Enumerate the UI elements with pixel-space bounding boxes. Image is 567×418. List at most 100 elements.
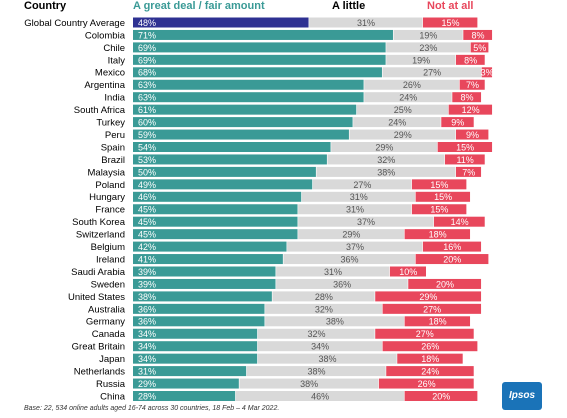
bar-australia-series-1: [133, 303, 265, 314]
data-label-chile-series-2: 23%: [419, 43, 437, 53]
data-label-united-states-series-3: 29%: [419, 292, 437, 302]
bar-saudi-arabia-series-3: [389, 266, 426, 277]
category-label-france: France: [95, 205, 125, 216]
category-label-chile: Chile: [103, 43, 125, 54]
category-label-argentina: Argentina: [84, 80, 125, 91]
category-label-germany: Germany: [86, 317, 125, 328]
data-label-great-britain-series-3: 26%: [421, 342, 439, 352]
bar-colombia-series-3: [463, 29, 493, 40]
bar-japan-series-3: [397, 353, 463, 364]
data-label-south-korea-series-3: 14%: [451, 217, 469, 227]
bar-australia-series-2: [265, 303, 382, 314]
bar-ireland-series-1: [133, 254, 283, 265]
data-label-united-states-series-1: 38%: [138, 292, 156, 302]
category-label-colombia: Colombia: [85, 30, 126, 41]
bar-sweden-series-1: [133, 278, 276, 289]
category-label-saudi-arabia: Saudi Arabia: [71, 267, 126, 278]
bar-belgium-series-3: [422, 241, 482, 252]
bar-peru-series-1: [133, 129, 349, 140]
data-label-hungary-series-2: 31%: [350, 192, 368, 202]
bar-switzerland-series-3: [404, 229, 471, 240]
bar-germany-series-3: [404, 316, 471, 327]
bar-belgium-series-1: [133, 241, 287, 252]
data-label-south-africa-series-3: 12%: [462, 105, 480, 115]
data-label-australia-series-3: 27%: [423, 304, 441, 314]
data-label-argentina-series-2: 26%: [403, 80, 421, 90]
category-label-china: China: [100, 391, 126, 402]
category-label-united-states: United States: [68, 292, 125, 303]
data-label-france-series-2: 31%: [346, 205, 364, 215]
data-label-switzerland-series-3: 18%: [429, 230, 447, 240]
data-label-italy-series-1: 69%: [138, 55, 156, 65]
bar-canada-series-2: [257, 328, 375, 339]
bar-mexico-series-3: [481, 67, 493, 78]
data-label-colombia-series-3: 8%: [471, 30, 484, 40]
header-not-at-all: Not at all: [427, 0, 474, 12]
bar-russia-series-3: [378, 378, 474, 389]
data-label-germany-series-3: 18%: [429, 317, 447, 327]
bar-china-series-2: [235, 391, 404, 401]
bar-south-korea-series-1: [133, 216, 298, 227]
bar-peru-series-2: [349, 129, 456, 140]
bar-france-series-2: [298, 204, 412, 215]
category-label-south-korea: South Korea: [72, 217, 126, 228]
data-label-colombia-series-2: 19%: [419, 30, 437, 40]
bar-japan-series-1: [133, 353, 258, 364]
data-label-colombia-series-1: 71%: [138, 30, 156, 40]
data-label-switzerland-series-1: 45%: [138, 230, 156, 240]
data-label-japan-series-1: 34%: [138, 354, 156, 364]
bar-malaysia-series-2: [316, 166, 456, 177]
bar-chile-series-1: [133, 42, 386, 53]
data-label-japan-series-2: 38%: [319, 354, 337, 364]
category-label-italy: Italy: [108, 55, 126, 66]
bar-poland-series-3: [411, 179, 467, 190]
bar-india-series-2: [364, 92, 452, 103]
bar-south-korea-series-2: [298, 216, 434, 227]
bar-south-korea-series-3: [433, 216, 485, 227]
data-label-spain-series-3: 15%: [456, 142, 474, 152]
data-label-chile-series-1: 69%: [138, 43, 156, 53]
bar-germany-series-2: [265, 316, 404, 327]
data-label-malaysia-series-2: 38%: [377, 167, 395, 177]
category-label-mexico: Mexico: [95, 68, 125, 79]
bar-belgium-series-2: [287, 241, 423, 252]
data-label-china-series-3: 20%: [432, 391, 450, 401]
data-label-south-africa-series-2: 25%: [394, 105, 412, 115]
data-label-russia-series-3: 26%: [418, 379, 436, 389]
data-label-india-series-1: 63%: [138, 93, 156, 103]
bar-mexico-series-1: [133, 67, 382, 78]
data-label-germany-series-1: 36%: [138, 317, 156, 327]
data-label-sweden-series-1: 39%: [138, 279, 156, 289]
data-label-spain-series-2: 29%: [375, 142, 393, 152]
data-label-south-korea-series-2: 37%: [357, 217, 375, 227]
data-label-sweden-series-2: 36%: [333, 279, 351, 289]
bar-germany-series-1: [133, 316, 265, 327]
data-label-belgium-series-2: 37%: [346, 242, 364, 252]
data-label-spain-series-1: 54%: [138, 142, 156, 152]
bar-brazil-series-2: [327, 154, 445, 165]
bar-france-series-1: [133, 204, 298, 215]
data-label-mexico-series-1: 68%: [138, 68, 156, 78]
data-label-china-series-1: 28%: [138, 391, 156, 401]
bar-sweden-series-2: [276, 278, 408, 289]
bar-turkey-series-1: [133, 117, 353, 128]
category-label-south-africa: South Africa: [74, 105, 126, 116]
header-country: Country: [24, 0, 67, 12]
bar-brazil-series-3: [444, 154, 485, 165]
category-label-switzerland: Switzerland: [76, 230, 125, 241]
bar-italy-series-1: [133, 54, 386, 65]
category-label-spain: Spain: [101, 142, 125, 153]
data-label-brazil-series-3: 11%: [456, 155, 473, 165]
bar-canada-series-3: [375, 328, 474, 339]
data-label-canada-series-2: 32%: [307, 329, 325, 339]
data-label-hungary-series-1: 46%: [138, 192, 156, 202]
bar-south-africa-series-2: [356, 104, 449, 115]
bar-argentina-series-3: [459, 79, 485, 90]
data-label-saudi-arabia-series-1: 39%: [138, 267, 156, 277]
bar-switzerland-series-2: [298, 229, 404, 240]
data-label-poland-series-2: 27%: [353, 180, 371, 190]
bar-india-series-1: [133, 92, 364, 103]
data-label-peru-series-2: 29%: [394, 130, 412, 140]
ipsos-logo: Ipsos: [502, 382, 542, 410]
